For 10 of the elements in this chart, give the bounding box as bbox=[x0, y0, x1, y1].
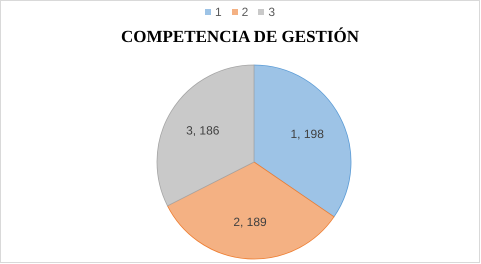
pie-slice bbox=[167, 162, 334, 260]
data-label: 2, 189 bbox=[233, 215, 268, 230]
pie-slice bbox=[156, 64, 254, 206]
legend-label: 1 bbox=[214, 5, 222, 19]
legend-label: 2 bbox=[242, 5, 248, 19]
data-label: 3, 186 bbox=[186, 124, 220, 138]
legend-label: 3 bbox=[268, 5, 276, 19]
data-label: 1, 198 bbox=[290, 126, 324, 141]
pie-slice bbox=[254, 64, 352, 218]
text: COMPETENCIA DE GESTIÓN bbox=[120, 27, 360, 47]
